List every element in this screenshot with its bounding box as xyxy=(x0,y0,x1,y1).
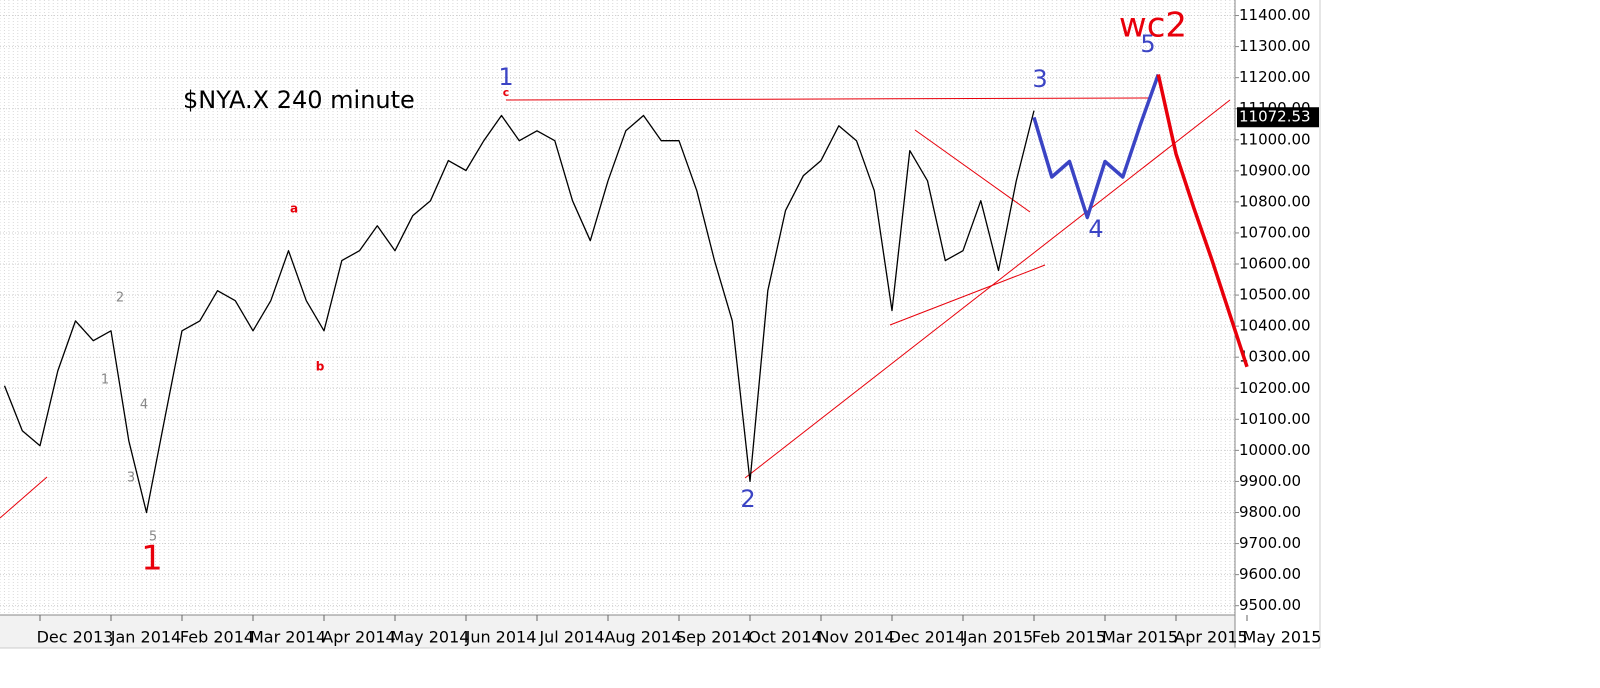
price-line xyxy=(1032,73,1160,220)
y-tick-label: 10300.00 xyxy=(1239,348,1311,366)
wave-label: 3 xyxy=(127,471,135,486)
y-tick-label: 9500.00 xyxy=(1239,596,1301,614)
y-tick-label: 10200.00 xyxy=(1239,379,1311,397)
last-price-box xyxy=(1237,107,1319,128)
y-tick-label: 10700.00 xyxy=(1239,223,1311,241)
wave-label: 5 xyxy=(1140,30,1155,58)
trend-lines xyxy=(0,97,1231,519)
x-tick-label: Sep 2014 xyxy=(676,628,752,647)
y-tick-label: 10400.00 xyxy=(1239,317,1311,335)
wave-label: 1 xyxy=(498,63,513,91)
trend-line xyxy=(0,476,48,519)
wave-label: 5 xyxy=(149,530,157,545)
x-tick-label: Apr 2014 xyxy=(322,628,395,647)
x-tick-label: Dec 2013 xyxy=(37,628,114,647)
chart-title: $NYA.X 240 minute xyxy=(183,86,415,114)
x-tick-label: Mar 2014 xyxy=(250,628,326,647)
trend-line xyxy=(744,99,1231,479)
x-tick-label: Jun 2014 xyxy=(465,628,537,647)
y-tick-label: 11300.00 xyxy=(1239,37,1311,55)
wave-label: 4 xyxy=(140,398,148,413)
wave-label: 4 xyxy=(1088,215,1103,243)
y-tick-label: 9900.00 xyxy=(1239,472,1301,490)
y-tick-label: 11200.00 xyxy=(1239,68,1311,86)
y-tick-label: 9800.00 xyxy=(1239,503,1301,521)
wave-label: 2 xyxy=(740,485,755,513)
x-axis-band xyxy=(0,615,1235,648)
y-tick-label: 9700.00 xyxy=(1239,534,1301,552)
y-tick-label: 9600.00 xyxy=(1239,565,1301,583)
x-tick-label: May 2014 xyxy=(391,628,470,647)
y-tick-label: 10000.00 xyxy=(1239,441,1311,459)
x-tick-label: Jan 2015 xyxy=(962,628,1033,647)
price-line xyxy=(1156,74,1249,368)
wave-label: 2 xyxy=(116,291,124,306)
x-tick-label: Aug 2014 xyxy=(604,628,681,647)
x-tick-label: Nov 2014 xyxy=(817,628,894,647)
wave-label: a xyxy=(290,202,298,216)
wave-label: wc2 xyxy=(1119,6,1187,46)
y-tick-label: 11000.00 xyxy=(1239,130,1311,148)
x-tick-label: Oct 2014 xyxy=(748,628,821,647)
x-tick-label: Dec 2014 xyxy=(889,628,966,647)
wave-label: 3 xyxy=(1032,65,1047,93)
trend-line xyxy=(889,264,1046,326)
wave-label: c xyxy=(503,86,510,99)
last-price-label: 11072.53 xyxy=(1239,108,1311,126)
y-tick-label: 10900.00 xyxy=(1239,161,1311,179)
y-tick-label: 10600.00 xyxy=(1239,255,1311,273)
y-tick-label: 11400.00 xyxy=(1239,6,1311,24)
x-tick-label: Apr 2015 xyxy=(1174,628,1247,647)
x-tick-label: Jan 2014 xyxy=(110,628,181,647)
x-tick-label: Jul 2014 xyxy=(538,628,604,647)
x-tick-label: May 2015 xyxy=(1243,628,1322,647)
grid xyxy=(0,0,1235,615)
y-tick-label: 10100.00 xyxy=(1239,410,1311,428)
wave-label: b xyxy=(316,360,325,374)
price-line xyxy=(3,110,1035,514)
wave-label: 1 xyxy=(141,539,163,579)
y-tick-label: 10500.00 xyxy=(1239,286,1311,304)
y-tick-label: 10800.00 xyxy=(1239,192,1311,210)
x-tick-label: Feb 2015 xyxy=(1032,628,1106,647)
trend-line xyxy=(505,97,1151,101)
wave-label: 1 xyxy=(101,373,109,388)
x-tick-label: Mar 2015 xyxy=(1102,628,1178,647)
trend-line xyxy=(914,129,1031,213)
x-tick-label: Feb 2014 xyxy=(180,628,254,647)
